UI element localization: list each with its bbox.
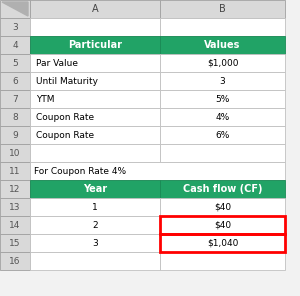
- Bar: [30, 252, 160, 270]
- Bar: [160, 18, 285, 36]
- Text: 4: 4: [12, 41, 18, 49]
- Text: Particular: Particular: [68, 40, 122, 50]
- Text: Cash flow (CF): Cash flow (CF): [183, 184, 262, 194]
- Text: 5%: 5%: [215, 94, 230, 104]
- Bar: [160, 126, 285, 144]
- Bar: [0, 18, 30, 36]
- Bar: [160, 0, 285, 18]
- Polygon shape: [2, 2, 28, 16]
- Bar: [0, 108, 30, 126]
- Text: B: B: [219, 4, 226, 14]
- Text: 14: 14: [9, 221, 21, 229]
- Text: 1: 1: [92, 202, 98, 212]
- Bar: [160, 54, 285, 72]
- Text: 2: 2: [92, 221, 98, 229]
- Bar: [30, 216, 160, 234]
- Bar: [30, 180, 160, 198]
- Bar: [160, 216, 285, 234]
- Text: 15: 15: [9, 239, 21, 247]
- Bar: [30, 0, 160, 18]
- Bar: [30, 90, 160, 108]
- Text: Coupon Rate: Coupon Rate: [36, 131, 94, 139]
- Bar: [30, 72, 160, 90]
- Text: Coupon Rate: Coupon Rate: [36, 112, 94, 121]
- Bar: [160, 36, 285, 54]
- Bar: [160, 180, 285, 198]
- Bar: [0, 54, 30, 72]
- Text: YTM: YTM: [36, 94, 55, 104]
- Text: 12: 12: [9, 184, 21, 194]
- Text: $1,000: $1,000: [207, 59, 238, 67]
- Bar: [30, 234, 160, 252]
- Bar: [0, 36, 30, 54]
- Bar: [0, 216, 30, 234]
- Bar: [0, 0, 30, 18]
- Text: 5: 5: [12, 59, 18, 67]
- Bar: [30, 144, 160, 162]
- Text: 3: 3: [92, 239, 98, 247]
- Bar: [160, 198, 285, 216]
- Bar: [30, 126, 160, 144]
- Bar: [30, 54, 160, 72]
- Bar: [30, 162, 285, 180]
- Text: 11: 11: [9, 166, 21, 176]
- Bar: [0, 234, 30, 252]
- Bar: [160, 144, 285, 162]
- Text: 3: 3: [12, 22, 18, 31]
- Bar: [0, 180, 30, 198]
- Text: 3: 3: [220, 76, 225, 86]
- Bar: [30, 198, 160, 216]
- Bar: [30, 18, 160, 36]
- Bar: [160, 216, 285, 234]
- Text: $1,040: $1,040: [207, 239, 238, 247]
- Text: Par Value: Par Value: [36, 59, 78, 67]
- Bar: [160, 234, 285, 252]
- Bar: [0, 252, 30, 270]
- Bar: [0, 72, 30, 90]
- Text: Until Maturity: Until Maturity: [36, 76, 98, 86]
- Text: Values: Values: [204, 40, 241, 50]
- Text: 9: 9: [12, 131, 18, 139]
- Bar: [160, 72, 285, 90]
- Bar: [160, 234, 285, 252]
- Text: 6%: 6%: [215, 131, 230, 139]
- Text: A: A: [92, 4, 98, 14]
- Bar: [30, 36, 160, 54]
- Bar: [30, 108, 160, 126]
- Bar: [0, 198, 30, 216]
- Bar: [160, 90, 285, 108]
- Text: 6: 6: [12, 76, 18, 86]
- Text: $40: $40: [214, 202, 231, 212]
- Text: $40: $40: [214, 221, 231, 229]
- Bar: [0, 144, 30, 162]
- Bar: [0, 90, 30, 108]
- Bar: [160, 252, 285, 270]
- Text: 7: 7: [12, 94, 18, 104]
- Text: Year: Year: [83, 184, 107, 194]
- Text: 13: 13: [9, 202, 21, 212]
- Bar: [160, 108, 285, 126]
- Bar: [0, 126, 30, 144]
- Text: 4%: 4%: [215, 112, 230, 121]
- Bar: [0, 162, 30, 180]
- Text: 8: 8: [12, 112, 18, 121]
- Text: For Coupon Rate 4%: For Coupon Rate 4%: [34, 166, 126, 176]
- Text: 10: 10: [9, 149, 21, 157]
- Text: 16: 16: [9, 257, 21, 266]
